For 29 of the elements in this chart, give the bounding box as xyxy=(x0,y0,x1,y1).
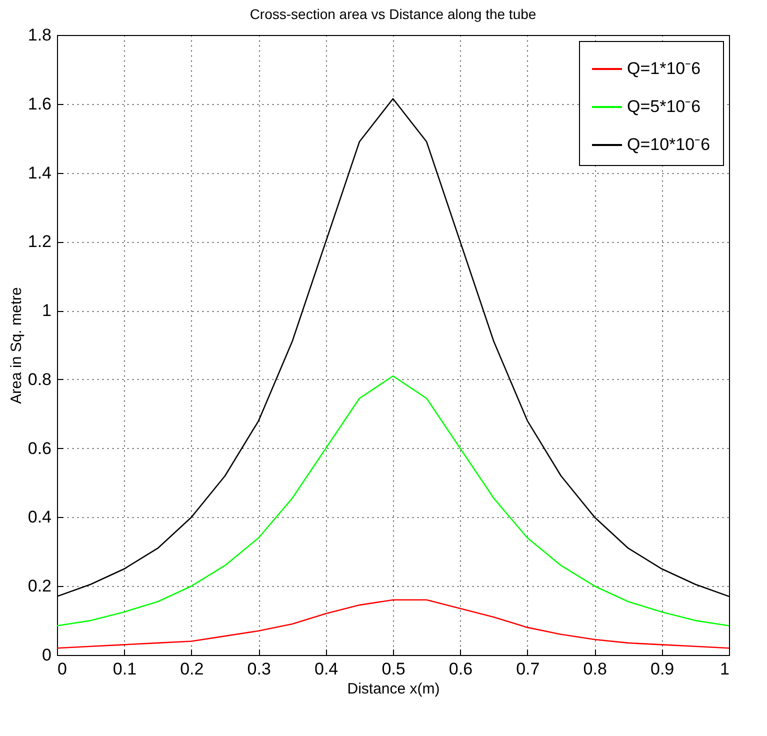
x-axis-title: Distance x(m) xyxy=(347,680,440,698)
y-axis-title: Area in Sq. metre xyxy=(8,287,25,404)
chart-title: Cross-section area vs Distance along the tube xyxy=(250,6,536,22)
x-tick-label: 0.6 xyxy=(448,660,473,678)
x-tick-label: 0.7 xyxy=(516,660,540,678)
line-series xyxy=(57,599,729,649)
line-series xyxy=(57,375,729,626)
y-tick-label: 1.6 xyxy=(28,94,52,114)
x-tick-label: 0.2 xyxy=(180,660,204,678)
x-tick-label: 0.5 xyxy=(382,660,406,678)
x-tick-label: 0.4 xyxy=(314,660,338,678)
x-tick-label: 0 xyxy=(58,660,67,678)
x-tick-label: 0.3 xyxy=(247,660,271,678)
y-tick-label: 0.4 xyxy=(28,508,52,527)
legend-label: Q=5*10⁻6 xyxy=(627,97,701,116)
y-tick-label: 1.4 xyxy=(28,163,52,182)
x-tick-label: 0.9 xyxy=(650,660,674,678)
legend-label: Q=1*10⁻6 xyxy=(627,59,701,78)
legend-label: Q=10*10⁻6 xyxy=(627,135,710,154)
x-tick-label: 0.8 xyxy=(583,660,607,678)
y-tick-label: 0 xyxy=(42,646,52,664)
y-tick-label: 1.8 xyxy=(28,26,52,44)
y-tick-label: 0.2 xyxy=(28,576,52,596)
x-tick-label: 0.1 xyxy=(112,660,137,678)
x-tick-label: 1 xyxy=(720,660,730,678)
y-tick-label: 0.8 xyxy=(28,370,52,389)
y-tick-label: 1 xyxy=(42,301,52,320)
y-tick-label: 0.6 xyxy=(28,438,52,458)
y-tick-label: 1.2 xyxy=(28,232,52,252)
